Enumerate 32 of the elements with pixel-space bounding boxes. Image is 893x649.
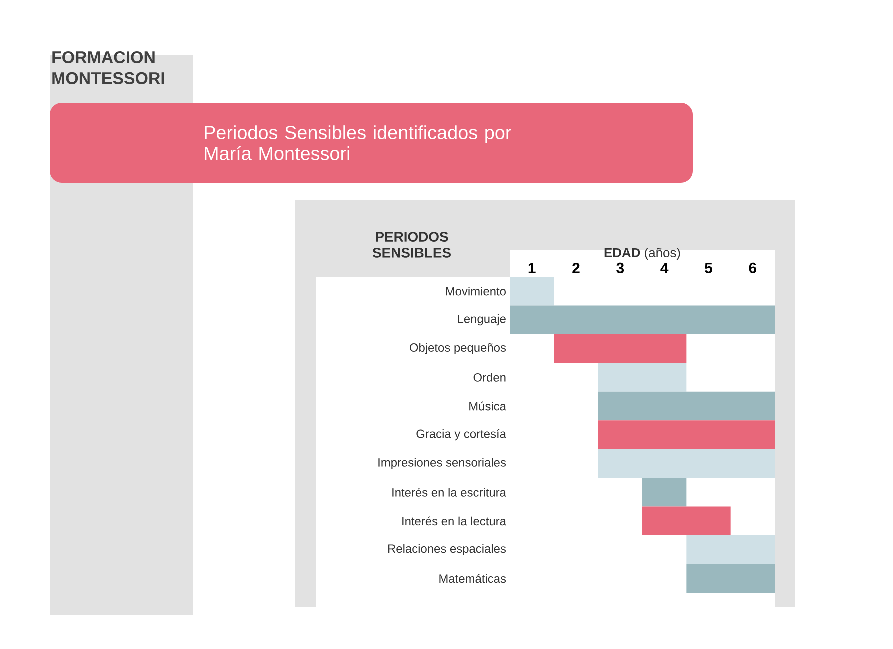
- x-tick-label: 2: [572, 263, 580, 274]
- bar: [598, 363, 687, 392]
- bar: [598, 392, 775, 421]
- x-tick-label: 1: [528, 263, 536, 274]
- y-tick-label: Objetos pequeños: [410, 343, 506, 354]
- y-tick-label: Interés en la escritura: [392, 488, 506, 497]
- bar: [554, 334, 687, 364]
- bar: [510, 276, 554, 306]
- y-tick-label: Gracia y cortesía: [416, 429, 506, 441]
- y-tick-label: Movimiento: [446, 286, 506, 296]
- y-tick-label: Relaciones espaciales: [388, 544, 506, 556]
- bar: [642, 478, 687, 507]
- bar: [642, 506, 731, 536]
- text: Periodos Sensibles identificados por María Montessori: [205, 126, 512, 160]
- bar: [686, 564, 775, 593]
- x-axis-title: EDAD (años): [604, 248, 680, 260]
- y-axis-title: PERIODOS SENSIBLES: [372, 232, 451, 258]
- bar: [598, 449, 775, 478]
- x-tick-label: 3: [616, 262, 624, 274]
- y-tick-label: Lenguaje: [458, 314, 506, 326]
- y-tick-label: Interés en la lectura: [402, 516, 506, 526]
- x-tick-label: 5: [705, 263, 712, 274]
- bar: [510, 306, 775, 334]
- x-tick-label: 6: [749, 262, 757, 274]
- bar: [686, 536, 775, 564]
- x-tick-label: 4: [660, 263, 669, 274]
- bar: [598, 420, 775, 450]
- y-tick-label: Matemáticas: [440, 574, 506, 584]
- y-tick-label: Música: [470, 402, 506, 411]
- y-tick-label: Impresiones sensoriales: [378, 458, 506, 470]
- y-tick-label: Orden: [474, 373, 506, 382]
- text: FORMACION MONTESSORI: [52, 52, 164, 84]
